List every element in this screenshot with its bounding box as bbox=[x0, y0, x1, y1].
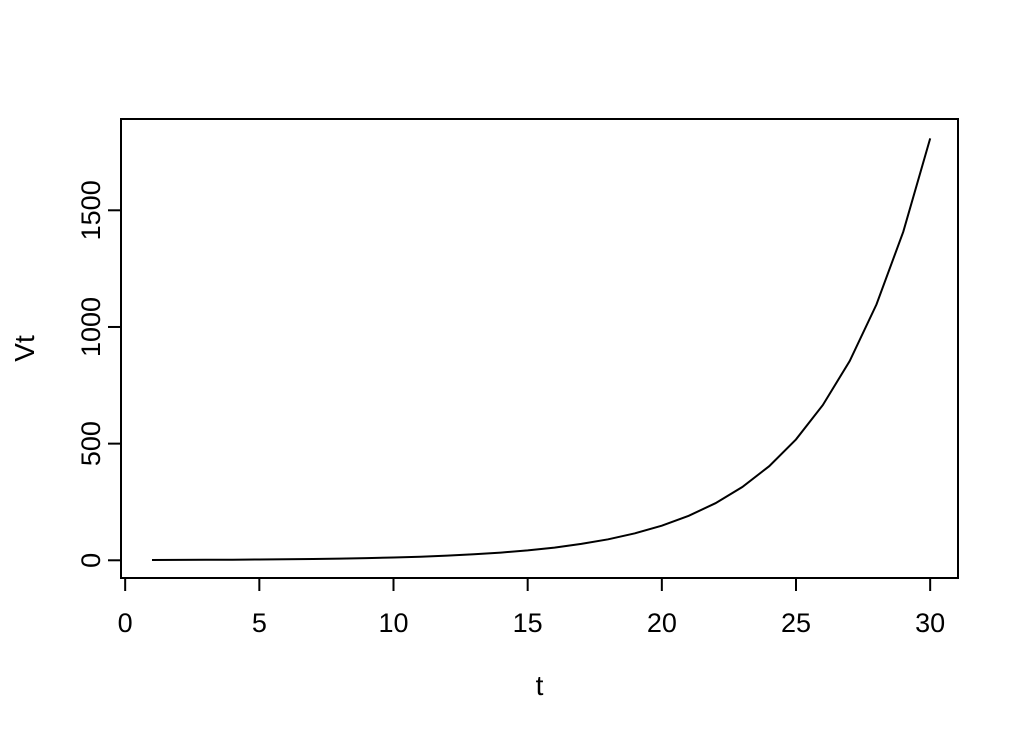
plot-box bbox=[120, 118, 959, 579]
x-tick-label: 25 bbox=[781, 608, 811, 638]
x-tick-label: 0 bbox=[118, 608, 133, 638]
y-tick-label: 1000 bbox=[76, 297, 106, 357]
x-tick-label: 15 bbox=[513, 608, 543, 638]
y-axis-tick-labels: 0 500 1000 1500 bbox=[76, 180, 106, 568]
y-tick-label: 1500 bbox=[76, 180, 106, 240]
x-axis-tick-labels: 0 5 10 15 20 25 30 bbox=[118, 608, 946, 638]
x-tick-label: 30 bbox=[915, 608, 945, 638]
y-tick-label: 0 bbox=[76, 553, 106, 568]
y-axis-ticks bbox=[108, 209, 121, 562]
data-curve bbox=[151, 138, 932, 561]
x-axis-label: t bbox=[536, 670, 544, 701]
x-tick-label: 10 bbox=[378, 608, 408, 638]
y-axis-label: Vt bbox=[9, 335, 40, 362]
x-axis-ticks bbox=[124, 578, 932, 591]
y-tick-label: 500 bbox=[76, 421, 106, 466]
x-tick-label: 5 bbox=[252, 608, 267, 638]
x-tick-label: 20 bbox=[647, 608, 677, 638]
